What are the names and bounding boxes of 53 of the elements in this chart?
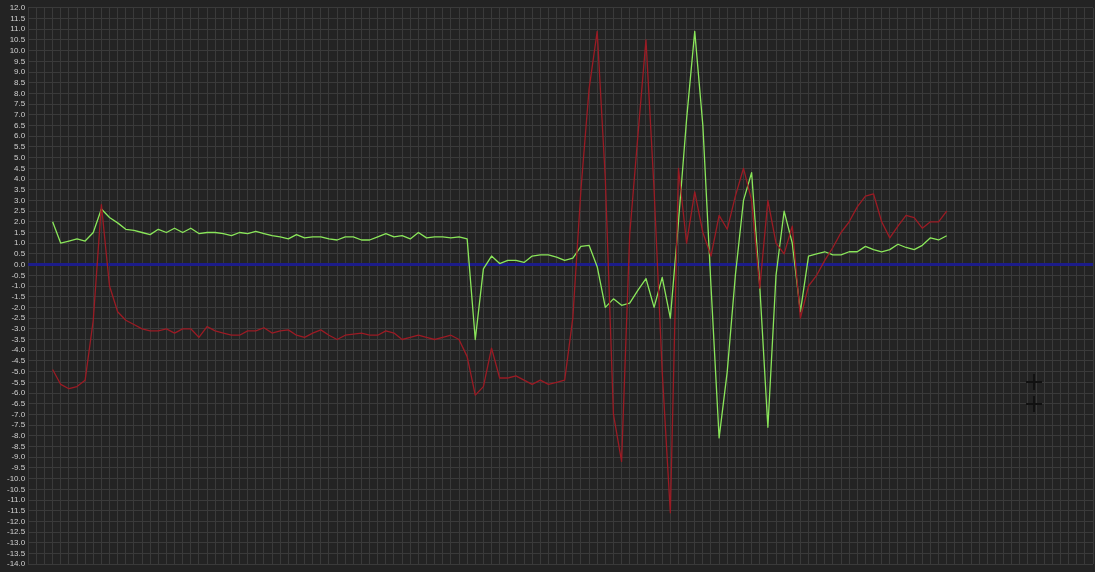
y-tick-label: -4.0 <box>11 345 26 355</box>
y-tick-label: 7.5 <box>14 99 26 109</box>
y-tick-label: -2.0 <box>11 302 26 312</box>
y-tick-label: 5.5 <box>14 142 26 152</box>
y-tick-label: 2.0 <box>14 217 26 226</box>
y-tick-label: 6.5 <box>14 120 26 130</box>
y-tick-label: -9.0 <box>11 452 26 462</box>
y-tick-label: -8.0 <box>11 431 26 440</box>
y-tick-label: 9.0 <box>14 67 26 77</box>
y-tick-label: 0.0 <box>14 259 26 269</box>
y-tick-label: -5.5 <box>11 377 26 387</box>
y-tick-label: -4.5 <box>11 356 26 366</box>
y-tick-label: -1.5 <box>11 291 26 301</box>
y-tick-label: -5.0 <box>11 366 26 376</box>
y-tick-label: -1.0 <box>11 281 26 291</box>
y-tick-label: -11.0 <box>7 495 26 505</box>
y-tick-label: -3.0 <box>11 324 26 333</box>
y-tick-label: -6.5 <box>11 398 26 408</box>
y-tick-label: 0.5 <box>14 249 26 259</box>
y-tick-label: -11.5 <box>7 505 26 515</box>
y-tick-label: -10.5 <box>7 484 26 494</box>
y-tick-label: -6.0 <box>11 388 26 398</box>
y-tick-label: -7.0 <box>11 409 26 419</box>
y-tick-label: -0.5 <box>11 270 26 280</box>
y-tick-label: 10.5 <box>9 35 26 45</box>
y-tick-label: 6.0 <box>14 131 26 141</box>
y-tick-label: 2.5 <box>14 206 26 216</box>
y-tick-label: 8.5 <box>14 77 26 87</box>
y-tick-label: 9.5 <box>14 56 26 66</box>
y-tick-label: -13.5 <box>7 548 26 558</box>
y-tick-label: 11.0 <box>10 24 26 34</box>
y-tick-label: -13.0 <box>7 538 26 547</box>
y-tick-label: -3.5 <box>11 334 26 344</box>
y-tick-label: 7.0 <box>14 110 26 119</box>
y-tick-label: 5.0 <box>14 152 26 162</box>
y-tick-label: -14.0 <box>7 559 26 569</box>
y-tick-label: 1.5 <box>14 227 26 237</box>
y-tick-label: 3.5 <box>14 184 26 194</box>
y-tick-label: -10.0 <box>7 473 26 483</box>
y-tick-label: 1.0 <box>14 238 26 248</box>
y-tick-label: -8.5 <box>11 441 26 451</box>
y-tick-label: -2.5 <box>11 313 26 323</box>
y-tick-label: 10.0 <box>9 45 26 55</box>
y-tick-label: -9.5 <box>11 463 26 473</box>
y-tick-label: 12.0 <box>9 3 26 12</box>
y-tick-label: 4.0 <box>14 174 26 184</box>
y-tick-label: 3.0 <box>14 195 26 205</box>
y-tick-label: -12.5 <box>7 527 26 537</box>
y-tick-label: 4.5 <box>14 163 26 173</box>
y-tick-label: 11.5 <box>10 13 26 23</box>
y-tick-label: -12.0 <box>7 516 26 526</box>
y-tick-label: 8.0 <box>14 88 26 98</box>
y-tick-label: -7.5 <box>11 420 26 430</box>
